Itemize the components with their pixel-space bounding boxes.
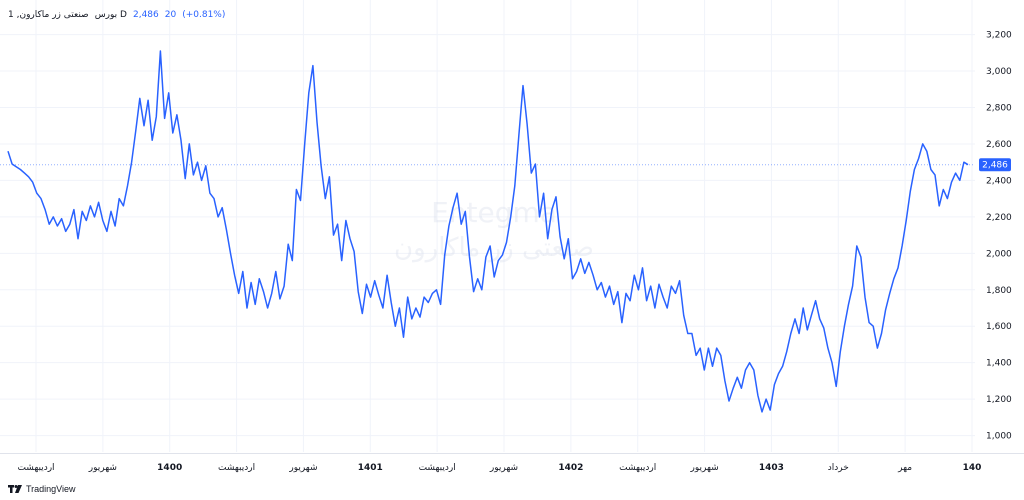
symbol-legend[interactable]: صنعتی زر ماکارون, 1 بورس D 2,486 20 (+0.… [8,10,225,20]
x-tick-label: 1401 [358,463,383,473]
grid-lines [0,0,975,452]
y-tick-label: 2,400 [986,176,1012,186]
watermark: Entegma صنعتی زر ماکارون [394,196,594,263]
x-tick-label: اردیبهشت [419,463,456,473]
y-tick-label: 1,400 [986,359,1012,369]
tradingview-logo-icon [8,485,22,493]
legend-last-price: 2,486 [132,10,159,20]
y-tick-label: 2,000 [986,249,1012,259]
x-tick-label: مهر [897,463,912,473]
legend-symbol: صنعتی زر ماکارون, 1 [8,10,89,20]
x-tick-label: 1403 [759,463,784,473]
legend-change-pct: (+0.81%) [182,10,226,20]
x-tick-label: اردیبهشت [17,463,54,473]
x-tick-label: اردیبهشت [218,463,255,473]
legend-exchange: بورس D [94,10,127,20]
y-tick-label: 2,600 [986,140,1012,150]
tradingview-brand: TradingView [26,484,76,494]
price-axis[interactable]: 1,000 1,200 1,400 1,600 1,800 2,000 2,200 2,400… [986,31,1012,442]
y-tick-label: 1,200 [986,395,1012,405]
x-tick-label: 1402 [558,463,583,473]
x-tick-label: شهریور [489,463,518,473]
time-axis-border [0,453,1024,454]
last-price-label: 2,486 [979,158,1011,172]
y-tick-label: 2,200 [986,213,1012,223]
x-tick-label: شهریور [689,463,718,473]
x-tick-label: شهریور [288,463,317,473]
x-tick-label: 140 [963,463,982,473]
y-tick-label: 3,000 [986,67,1012,77]
tradingview-attribution[interactable]: TradingView [8,483,76,495]
last-price-value: 2,486 [982,161,1008,171]
y-tick-label: 1,800 [986,286,1012,296]
y-tick-label: 1,000 [986,432,1012,442]
y-tick-label: 1,600 [986,322,1012,332]
legend-change: 20 [164,10,177,20]
x-tick-label: شهریور [88,463,117,473]
y-tick-label: 2,800 [986,103,1012,113]
x-tick-label: خرداد [828,463,849,473]
time-axis[interactable]: اردیبهشت شهریور 1400 اردیبهشت شهریور 1401 اردی… [17,463,981,473]
y-tick-label: 3,200 [986,31,1012,41]
x-tick-label: اردیبهشت [619,463,656,473]
x-tick-label: 1400 [157,463,182,473]
price-line [7,50,969,413]
